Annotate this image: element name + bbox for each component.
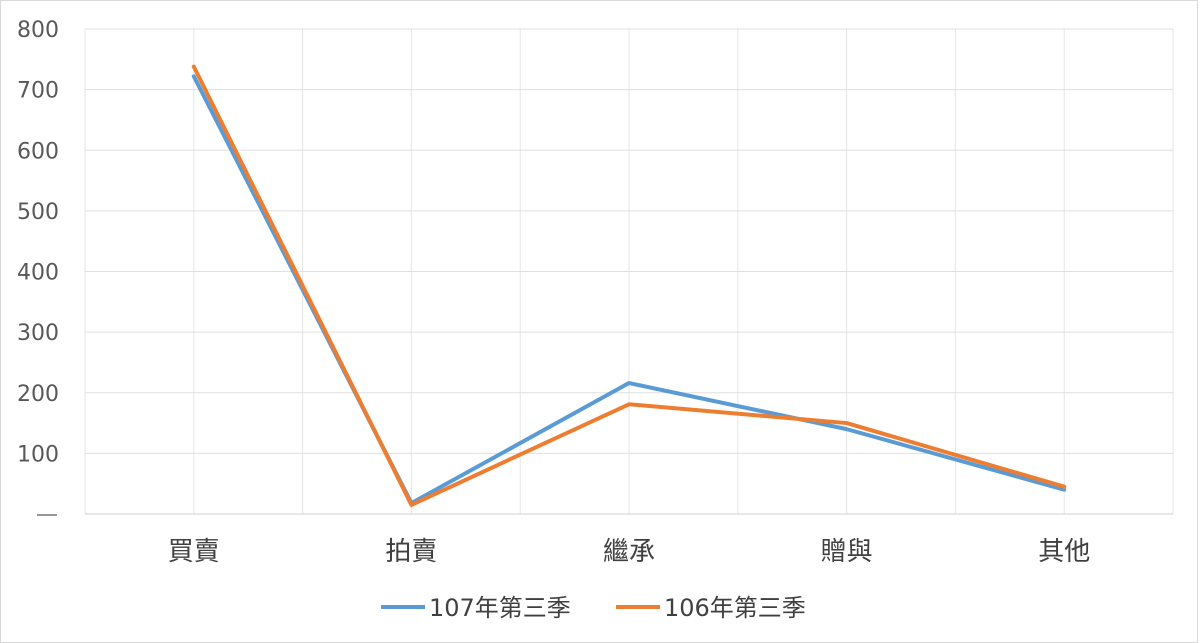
x-category-label: 買賣 [168,537,220,567]
y-tick-label: 700 [17,79,59,104]
y-tick-label: 400 [17,261,59,286]
legend: 107年第三季 106年第三季 [381,594,806,622]
series-lines [191,64,1067,507]
y-tick-label: 300 [17,321,59,346]
y-tick-label: 500 [17,200,59,225]
x-axis-category-labels: 買賣 拍賣 繼承 贈與 其他 [168,537,1090,567]
y-tick-label: 600 [17,139,59,164]
horizontal-gridlines [85,28,1173,515]
x-category-label: 贈與 [821,537,873,567]
x-category-label: 拍賣 [385,537,437,567]
legend-label: 106年第三季 [664,594,806,622]
x-category-label: 繼承 [603,537,655,567]
y-tick-label: 100 [17,442,59,467]
x-category-label: 其他 [1038,537,1090,567]
legend-label: 107年第三季 [429,594,571,622]
y-axis-tick-labels: 100 200 300 400 500 600 700 800 [17,18,59,516]
y-tick-label: 800 [17,18,59,43]
y-tick-label: 200 [17,382,59,407]
